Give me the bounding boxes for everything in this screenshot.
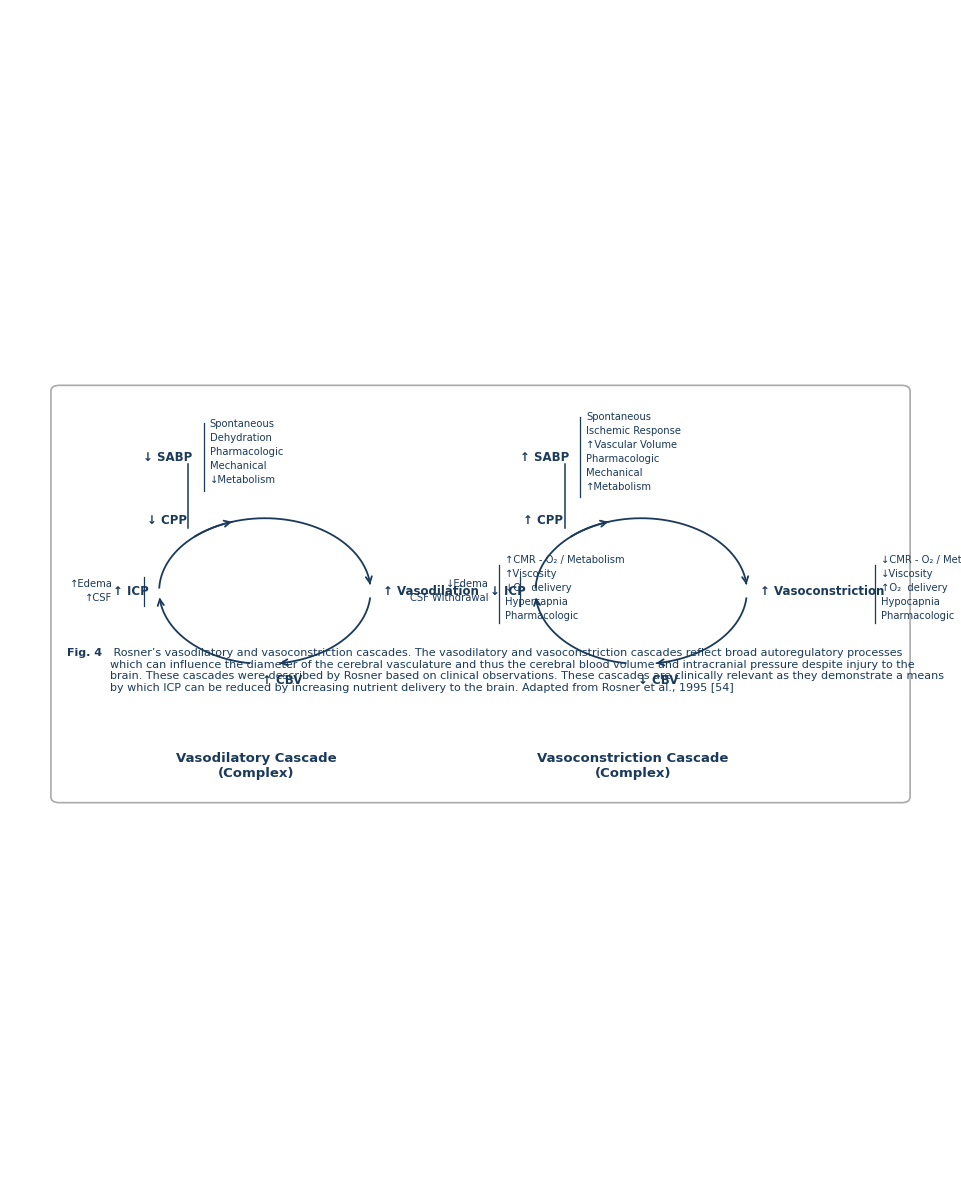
Text: Spontaneous
Dehydration
Pharmacologic
Mechanical
↓Metabolism: Spontaneous Dehydration Pharmacologic Me… [209, 419, 283, 485]
Text: ↑ SABP: ↑ SABP [520, 450, 569, 463]
Text: ↑ CPP: ↑ CPP [523, 514, 563, 527]
FancyBboxPatch shape [51, 385, 910, 803]
Text: ↓ CPP: ↓ CPP [147, 514, 186, 527]
Text: ↑ Vasodilation: ↑ Vasodilation [383, 584, 480, 598]
Text: ↑ CBV: ↑ CBV [261, 674, 302, 688]
Text: Vasoconstriction Cascade
(Complex): Vasoconstriction Cascade (Complex) [537, 752, 728, 780]
Text: ↓ SABP: ↓ SABP [143, 450, 192, 463]
Text: ↑ ICP: ↑ ICP [113, 584, 149, 598]
Text: Fig. 4: Fig. 4 [67, 648, 103, 658]
Text: Spontaneous
Ischemic Response
↑Vascular Volume
Pharmacologic
Mechanical
↑Metabol: Spontaneous Ischemic Response ↑Vascular … [586, 413, 681, 492]
Text: Rosner’s vasodilatory and vasoconstriction cascades. The vasodilatory and vasoco: Rosner’s vasodilatory and vasoconstricti… [111, 648, 945, 692]
Text: ↓Edema
CSF Withdrawal: ↓Edema CSF Withdrawal [410, 580, 489, 604]
Text: ↑Edema
↑CSF: ↑Edema ↑CSF [70, 580, 112, 604]
Text: Vasodilatory Cascade
(Complex): Vasodilatory Cascade (Complex) [176, 752, 336, 780]
Text: ↓ CBV: ↓ CBV [638, 674, 678, 688]
Text: ↓CMR - O₂ / Metabolism
↓Viscosity
↑O₂  delivery
Hypocapnia
Pharmacologic: ↓CMR - O₂ / Metabolism ↓Viscosity ↑O₂ de… [881, 556, 961, 622]
Text: ↑CMR - O₂ / Metabolism
↑Viscosity
↓O₂  delivery
Hypercapnia
Pharmacologic: ↑CMR - O₂ / Metabolism ↑Viscosity ↓O₂ de… [505, 556, 625, 622]
Text: ↑ Vasoconstriction: ↑ Vasoconstriction [759, 584, 884, 598]
Text: ↓ ICP: ↓ ICP [489, 584, 526, 598]
